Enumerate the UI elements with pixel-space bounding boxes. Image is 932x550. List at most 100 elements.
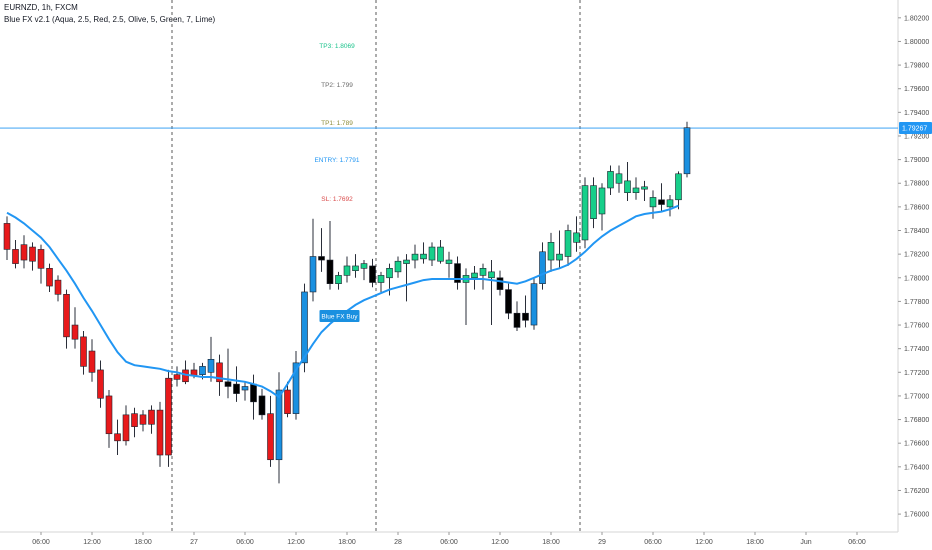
candle-body: [29, 246, 36, 262]
y-tick-label: 1.76600: [904, 441, 929, 448]
current-price-label: 1.79267: [902, 126, 927, 133]
y-tick-label: 1.78000: [904, 275, 929, 282]
candle-body: [37, 249, 45, 269]
candle-body: [683, 127, 691, 175]
level-tp1-label: TP1: 1.789: [321, 120, 353, 127]
candle-body: [71, 324, 79, 340]
y-tick-label: 1.79200: [904, 133, 929, 140]
candle-body: [216, 362, 223, 383]
candle-body: [267, 413, 274, 461]
candle-body: [173, 374, 181, 380]
level-entry-label: ENTRY: 1.7791: [314, 157, 359, 164]
candle-body: [488, 271, 495, 279]
y-tick-label: 1.77600: [904, 323, 929, 330]
indicator-title: Blue FX v2.1 (Aqua, 2.5, Red, 2.5, Olive…: [4, 15, 216, 24]
candle-body: [581, 185, 589, 241]
y-tick-label: 1.76000: [904, 512, 929, 519]
y-tick-label: 1.78400: [904, 228, 929, 235]
candle-body: [139, 414, 147, 425]
candle-body: [598, 187, 606, 215]
y-tick-label: 1.79400: [904, 110, 929, 117]
candle-body: [369, 265, 376, 283]
candle-body: [522, 312, 529, 321]
x-tick-label: Jun: [800, 539, 811, 546]
candle-body: [326, 259, 334, 284]
candle-body: [513, 312, 521, 328]
candle-body: [454, 263, 461, 283]
candle-body: [479, 268, 487, 276]
y-tick-label: 1.76200: [904, 488, 929, 495]
candle-body: [505, 289, 512, 314]
candle-body: [335, 275, 342, 284]
level-tp2-label: TP2: 1.799: [321, 82, 353, 89]
y-tick-label: 1.76800: [904, 417, 929, 424]
candle-body: [148, 409, 155, 425]
y-tick-label: 1.78600: [904, 204, 929, 211]
candle-body: [428, 246, 436, 261]
candle-body: [496, 277, 504, 290]
candle-body: [250, 383, 257, 403]
candle-body: [318, 256, 325, 261]
candle-body: [641, 186, 648, 190]
y-tick-label: 1.79600: [904, 86, 929, 93]
y-tick-label: 1.79800: [904, 63, 929, 70]
candle-body: [530, 283, 538, 326]
x-tick-label: 18:00: [338, 539, 356, 546]
current-price-tag: [899, 122, 932, 135]
candle-body: [54, 279, 62, 295]
candle-body: [114, 433, 121, 442]
candle-body: [445, 259, 453, 264]
x-tick-label: 06:00: [848, 539, 866, 546]
candle-body: [131, 413, 138, 427]
candle-body: [165, 377, 172, 456]
candle-body: [343, 265, 351, 276]
x-tick-label: 12:00: [695, 539, 713, 546]
candle-body: [199, 366, 206, 375]
y-tick-label: 1.77000: [904, 393, 929, 400]
candle-body: [411, 253, 419, 261]
candle-body: [46, 268, 53, 287]
x-tick-label: 06:00: [440, 539, 458, 546]
candle-body: [377, 275, 385, 283]
y-tick-label: 1.76400: [904, 464, 929, 471]
candle-body: [80, 336, 87, 367]
candle-body: [624, 180, 631, 193]
x-tick-label: 18:00: [746, 539, 764, 546]
y-tick-label: 1.78800: [904, 181, 929, 188]
candle-body: [122, 414, 130, 442]
candle-body: [437, 246, 444, 262]
y-tick-label: 1.78200: [904, 252, 929, 259]
x-tick-label: 12:00: [83, 539, 101, 546]
candle-body: [386, 268, 393, 279]
candle-body: [105, 395, 113, 435]
x-tick-label: 12:00: [491, 539, 509, 546]
candle-body: [233, 383, 240, 394]
candle-body: [590, 185, 597, 219]
candle-body: [207, 359, 215, 373]
candle-body: [3, 223, 11, 250]
candle-body: [539, 251, 546, 284]
candle-body: [224, 381, 232, 387]
symbol-title: EURNZD, 1h, FXCM: [4, 3, 78, 12]
candle-body: [284, 389, 291, 414]
candle-body: [241, 386, 249, 391]
candle-body: [309, 256, 317, 293]
x-tick-label: 12:00: [287, 539, 305, 546]
candle-body: [292, 362, 300, 414]
candle-body: [564, 230, 572, 257]
candle-body: [666, 199, 674, 208]
candle-body: [658, 199, 665, 205]
candle-body: [471, 272, 478, 279]
buy-signal-label: Blue FX Buy: [321, 314, 358, 321]
candle-body: [20, 244, 28, 261]
candle-body: [63, 294, 70, 338]
candle-body: [258, 395, 266, 416]
x-tick-label: 18:00: [542, 539, 560, 546]
candle-body: [352, 265, 359, 271]
candle-body: [12, 249, 19, 264]
x-tick-label: 06:00: [32, 539, 50, 546]
candle-body: [675, 173, 682, 201]
candle-body: [420, 253, 427, 260]
